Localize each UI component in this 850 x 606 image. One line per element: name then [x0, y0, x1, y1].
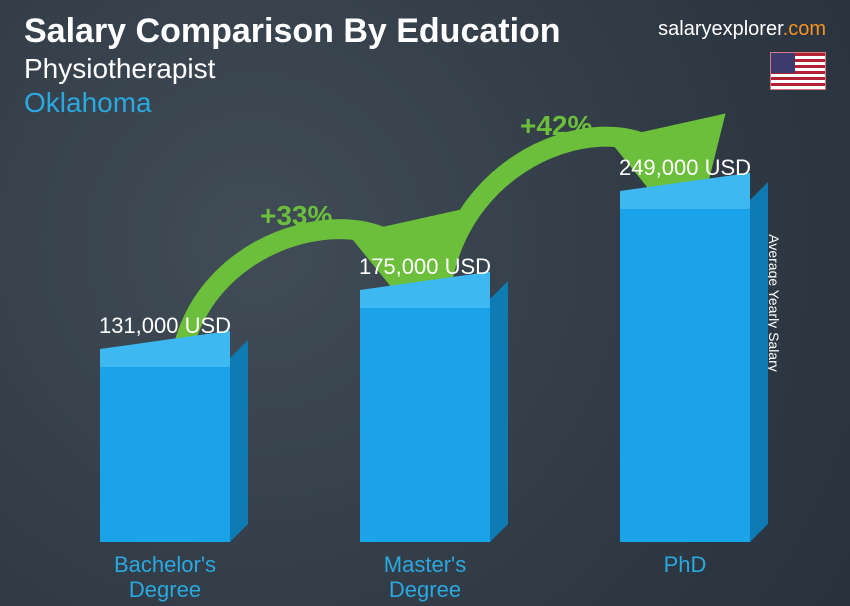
increase-label: +42% — [520, 110, 592, 142]
bar — [100, 367, 230, 542]
bar-value-label: 131,000 USD — [99, 313, 231, 339]
bar-category-label: Bachelor's Degree — [114, 552, 216, 603]
subtitle: Physiotherapist — [24, 53, 826, 85]
bar-category-label: PhD — [664, 552, 707, 577]
bar — [360, 308, 490, 542]
bar-front — [620, 209, 750, 542]
chart-area: 131,000 USD Bachelor's Degree 175,000 USD M… — [0, 150, 810, 606]
brand-accent: .com — [783, 18, 826, 40]
bar-side — [750, 182, 768, 542]
bar-front — [360, 308, 490, 542]
brand-logo: salaryexplorer.com — [658, 18, 826, 41]
bar-category-label: Master's Degree — [384, 552, 466, 603]
increase-label: +33% — [260, 200, 332, 232]
bar-value-label: 249,000 USD — [619, 155, 751, 181]
bar-front — [100, 367, 230, 542]
location: Oklahoma — [24, 87, 826, 119]
bar — [620, 209, 750, 542]
bar-side — [230, 340, 248, 542]
brand-text: salaryexplorer — [658, 18, 783, 40]
bar-side — [490, 281, 508, 542]
bar-value-label: 175,000 USD — [359, 254, 491, 280]
flag-icon — [770, 52, 826, 90]
